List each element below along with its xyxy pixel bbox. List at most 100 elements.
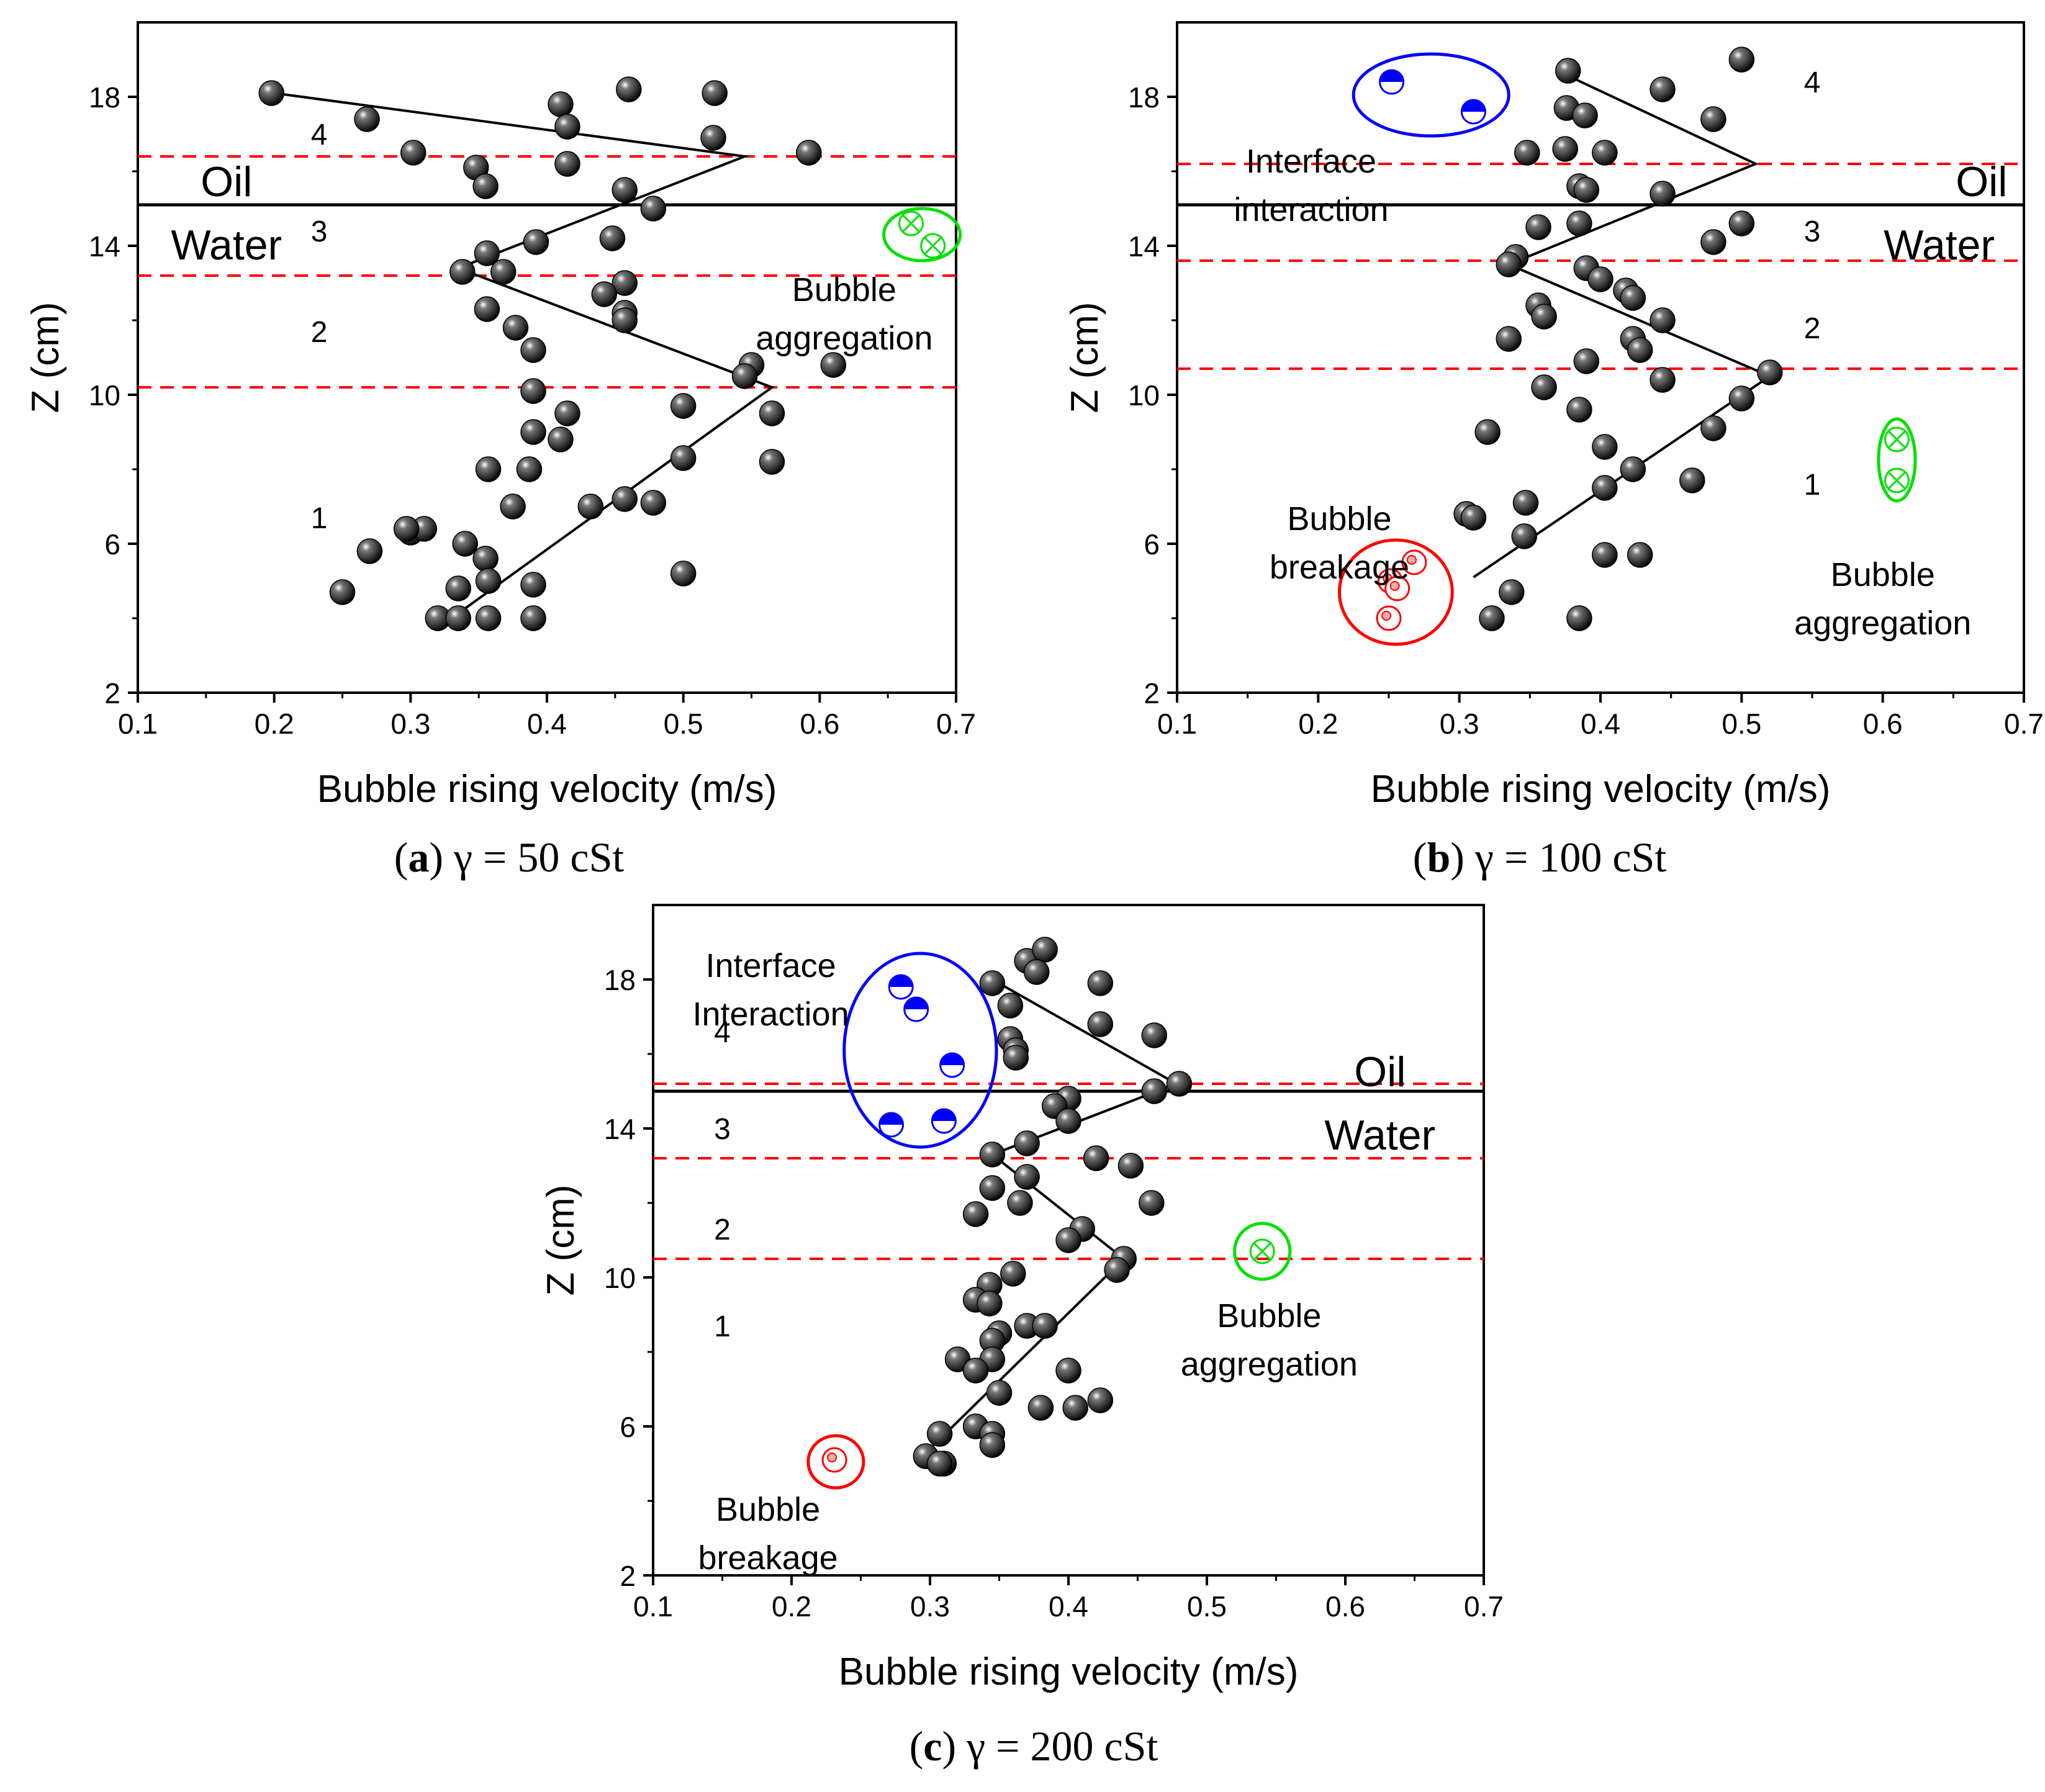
chart-c-zone-label: 2 [714,1213,731,1246]
chart-b-data-point [1514,140,1540,166]
chart-b-aggregation-marker [1884,467,1910,493]
chart-c-xtick-label: 0.6 [1325,1590,1365,1623]
chart-b-ytick-label: 14 [1128,230,1160,263]
chart-c-interface-label: Interaction [692,996,849,1033]
chart-c-zone-label: 1 [714,1310,731,1343]
chart-b-breakage-marker-core [1389,581,1400,591]
chart-c-data-point [1007,1190,1033,1216]
chart-c-phase-label: Water [1324,1112,1435,1159]
chart-a-data-point [523,229,549,255]
chart-a-data-point [731,363,758,389]
chart-a-data-point [640,196,667,222]
chart-a-xtick-label: 0.5 [664,708,703,740]
chart-b-data-point [1650,76,1676,102]
chart-c-ytick-label: 10 [604,1262,636,1294]
chart-b-data-point [1728,210,1755,236]
chart-b-data-point [1592,140,1618,166]
chart-c-aggregation-marker-cross [1253,1242,1271,1261]
chart-b-zone-label: 2 [1804,312,1821,345]
chart-b-aggregation-marker-cross [1888,471,1906,490]
chart-a-xtick-label: 0.4 [527,708,567,740]
chart-a-data-point [474,296,500,322]
chart-a-data-point [393,516,420,542]
chart-c-zone-label: 3 [714,1113,731,1146]
chart-b-data-point [1566,605,1592,631]
chart-b-zone-label: 3 [1804,215,1821,248]
chart-c-data-point [979,1175,1006,1201]
chart-c-data-point [1087,970,1114,996]
chart-a-data-point [500,493,526,520]
chart-c-data-point [1062,1395,1088,1421]
chart-b-xtick-label: 0.3 [1440,708,1479,740]
chart-a-xtick-label: 0.7 [936,708,976,740]
chart-b-breakage-label: breakage [1270,549,1409,586]
chart-a-data-point [548,91,574,117]
chart-c-breakage-label: Bubble [716,1491,820,1528]
chart-a-phase-label: Water [171,222,282,269]
chart-b-phase-label: Oil [1956,158,2007,205]
chart-b-xlabel: Bubble rising velocity (m/s) [1371,768,1831,811]
caption-c: (c) γ = 200 cSt [909,1722,1158,1770]
chart-b-data-point [1700,229,1727,255]
chart-b-data-point [1728,47,1755,73]
chart-c-data-point [962,1358,989,1384]
caption-a-text: γ = 50 cSt [454,834,625,881]
chart-a-data-point [700,125,726,151]
chart-b-data-point [1620,285,1646,311]
chart-c-data-point [1117,1153,1144,1179]
chart-a-data-point [554,151,580,177]
chart-c-data-point [1055,1227,1081,1253]
chart-c-xlabel: Bubble rising velocity (m/s) [839,1650,1299,1693]
chart-b-data-point [1728,385,1755,412]
caption-c-text: γ = 200 cSt [967,1722,1158,1770]
chart-c-xtick-label: 0.3 [910,1590,950,1623]
chart-c-data-point [1000,1261,1026,1287]
chart-a-aggregation-label: Bubble [792,271,896,308]
chart-a-data-point [670,445,697,471]
chart-a-ytick-label: 6 [104,528,120,561]
chart-b-interface-label: interaction [1234,191,1388,228]
caption-b: (b) γ = 100 cSt [1412,834,1667,881]
chart-b-data-point [1592,542,1618,568]
chart-b-data-point [1531,374,1557,400]
chart-a-data-point [612,307,638,333]
chart-b-data-point [1479,605,1505,631]
chart-b-data-point [1555,58,1581,84]
chart-b-data-point [1525,214,1551,240]
chart-a-data-point [759,449,785,475]
chart-a-data-point [640,490,667,516]
chart-a-xtick-label: 0.1 [118,708,158,740]
chart-b-data-point [1511,523,1537,549]
chart-b-aggregation-label: Bubble [1831,556,1935,593]
caption-a-letter: a [408,834,430,881]
chart-b-breakage-label: Bubble [1287,500,1391,538]
chart-b-ytick-label: 6 [1144,528,1160,561]
chart-c-xtick-label: 0.5 [1187,1590,1227,1623]
chart-b-data-point [1700,415,1727,441]
chart-c-data-point [1014,1130,1040,1156]
chart-c-interface-marker-fill [932,1109,956,1121]
chart-a-zone-label: 4 [311,119,328,151]
chart-a-ytick-label: 14 [89,230,120,263]
chart-b-interface-ellipse [1352,52,1510,138]
chart-a-xtick-label: 0.3 [390,708,430,740]
chart-b-data-point [1496,251,1522,277]
chart-c-interface-marker-fill [904,997,928,1009]
chart-b-data-point [1496,326,1522,352]
chart-c-xtick-label: 0.4 [1049,1590,1088,1623]
caption-b-letter: b [1427,834,1451,881]
chart-a-data-point [554,400,580,426]
chart-a-data-point [670,393,697,419]
chart-c-ylabel: Z (cm) [539,1184,582,1295]
chart-c-interface-label: Interface [705,947,836,984]
chart-a-data-point [472,173,499,199]
chart-a-zone-label: 1 [311,502,328,535]
chart-b-interface-marker-fill [1379,70,1404,82]
chart-b-data-point [1592,434,1618,460]
chart-a-data-point [548,426,574,453]
chart-c-xtick-label: 0.2 [772,1590,811,1623]
chart-a-data-point [612,486,638,512]
chart-c-data-point [1055,1108,1081,1134]
